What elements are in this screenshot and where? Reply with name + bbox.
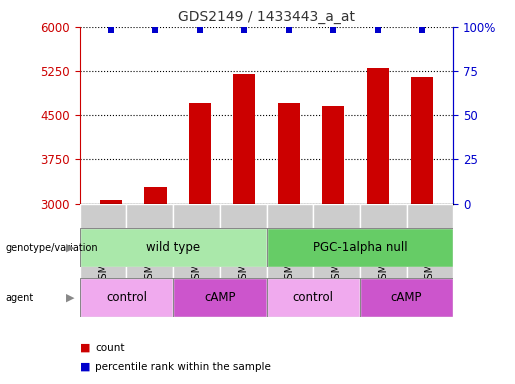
Text: PGC-1alpha null: PGC-1alpha null bbox=[313, 241, 407, 254]
Bar bbox=[144, 187, 166, 204]
Bar bbox=[313, 204, 360, 307]
Text: GSM113411: GSM113411 bbox=[145, 226, 155, 285]
Bar bbox=[100, 200, 122, 204]
Bar bbox=[367, 68, 389, 204]
Bar bbox=[267, 278, 360, 317]
Bar bbox=[360, 204, 406, 307]
Text: control: control bbox=[293, 291, 334, 304]
Bar bbox=[233, 74, 255, 204]
Bar bbox=[322, 106, 345, 204]
Text: GSM113456: GSM113456 bbox=[238, 226, 248, 285]
Bar bbox=[411, 77, 433, 204]
Bar bbox=[360, 278, 453, 317]
Bar bbox=[80, 278, 173, 317]
Bar bbox=[278, 103, 300, 204]
Text: genotype/variation: genotype/variation bbox=[5, 243, 98, 253]
Bar bbox=[127, 204, 173, 307]
Text: count: count bbox=[95, 343, 125, 353]
Text: ■: ■ bbox=[80, 343, 90, 353]
Text: percentile rank within the sample: percentile rank within the sample bbox=[95, 362, 271, 372]
Text: GSM113457: GSM113457 bbox=[285, 226, 295, 285]
Text: control: control bbox=[106, 291, 147, 304]
Text: GSM113409: GSM113409 bbox=[98, 226, 108, 285]
Bar bbox=[188, 103, 211, 204]
Bar bbox=[220, 204, 267, 307]
Bar bbox=[173, 204, 220, 307]
Bar bbox=[267, 204, 313, 307]
Text: GSM113412: GSM113412 bbox=[192, 226, 201, 285]
Bar bbox=[267, 228, 453, 267]
Text: wild type: wild type bbox=[146, 241, 200, 254]
Bar bbox=[406, 204, 453, 307]
Bar bbox=[80, 228, 267, 267]
Text: GSM113458: GSM113458 bbox=[332, 226, 341, 285]
Text: ▶: ▶ bbox=[66, 293, 75, 303]
Text: GSM113460: GSM113460 bbox=[425, 226, 435, 285]
Bar bbox=[80, 204, 127, 307]
Text: ▶: ▶ bbox=[66, 243, 75, 253]
Text: cAMP: cAMP bbox=[204, 291, 235, 304]
Bar bbox=[173, 278, 267, 317]
Text: agent: agent bbox=[5, 293, 33, 303]
Text: GSM113459: GSM113459 bbox=[378, 226, 388, 285]
Text: ■: ■ bbox=[80, 362, 90, 372]
Text: cAMP: cAMP bbox=[391, 291, 422, 304]
Title: GDS2149 / 1433443_a_at: GDS2149 / 1433443_a_at bbox=[178, 10, 355, 25]
